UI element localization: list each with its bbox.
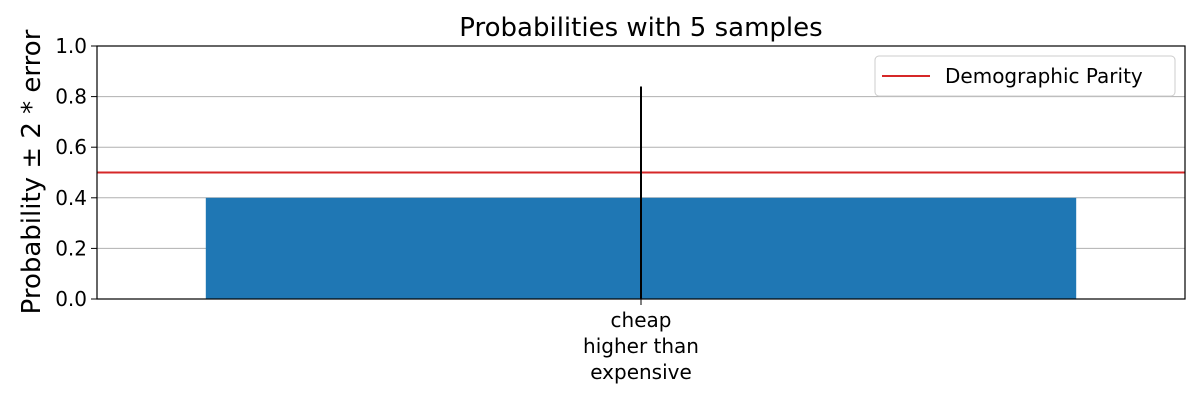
y-tick-label: 0.4 bbox=[55, 186, 87, 210]
y-tick-label: 0.8 bbox=[55, 85, 87, 109]
y-axis-label: Probability ± 2 * error bbox=[17, 29, 47, 314]
y-axis-ticks: 0.0 0.2 0.4 0.6 0.8 1.0 bbox=[55, 34, 97, 311]
y-tick-label: 0.2 bbox=[55, 236, 87, 260]
y-tick-label: 1.0 bbox=[55, 34, 87, 58]
legend: Demographic Parity bbox=[874, 55, 1176, 97]
chart-title: Probabilities with 5 samples bbox=[459, 13, 822, 43]
x-tick-label: cheap higher than expensive bbox=[583, 308, 699, 384]
y-tick-label: 0.0 bbox=[55, 287, 87, 311]
x-axis-ticks: cheap higher than expensive bbox=[583, 299, 699, 384]
legend-label-demographic-parity: Demographic Parity bbox=[945, 64, 1143, 88]
legend-box bbox=[874, 55, 1176, 97]
y-tick-label: 0.6 bbox=[55, 135, 87, 159]
